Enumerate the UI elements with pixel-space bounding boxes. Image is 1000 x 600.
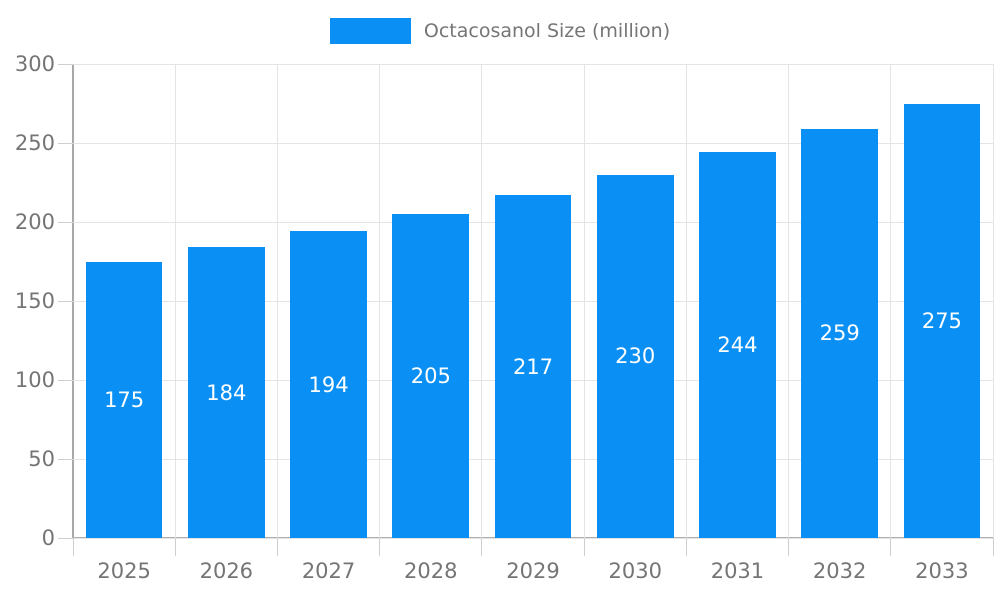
x-axis-tick	[276, 538, 278, 556]
x-axis-tick-label: 2025	[97, 559, 151, 583]
y-axis-tick	[58, 458, 73, 460]
y-axis-tick	[58, 221, 73, 223]
bar-2029	[494, 195, 572, 538]
legend-label: Octacosanol Size (million)	[423, 20, 671, 42]
y-axis-tick-label: 250	[14, 131, 55, 155]
gridline-vertical	[890, 64, 892, 538]
bar-2031	[699, 152, 776, 538]
x-axis-tick	[992, 538, 994, 556]
gridline-vertical	[788, 64, 790, 538]
y-axis-tick-label: 300	[14, 52, 55, 76]
bar-2033	[903, 103, 981, 538]
gridline-horizontal	[73, 63, 993, 65]
x-axis-tick-label: 2029	[506, 559, 560, 583]
bar-value-label: 205	[410, 364, 451, 389]
gridline-vertical	[992, 64, 994, 538]
x-axis-tick	[788, 538, 790, 556]
bar-value-label: 217	[512, 354, 554, 379]
x-axis-tick-label: 2033	[915, 559, 969, 583]
x-axis-tick-label: 2027	[301, 559, 356, 583]
gridline-horizontal	[73, 142, 993, 144]
gridline-vertical	[481, 64, 483, 538]
x-axis-tick	[890, 538, 892, 556]
x-axis-tick-label: 2032	[812, 559, 867, 583]
bar-2032	[801, 128, 878, 538]
bar-value-label: 175	[104, 387, 145, 412]
bar-value-label: 184	[206, 380, 247, 405]
gridline-vertical	[583, 64, 585, 538]
bar-2030	[596, 174, 674, 538]
x-axis-tick	[583, 538, 585, 556]
gridline-vertical	[174, 64, 176, 538]
bar-value-label: 194	[308, 372, 349, 397]
bar-2028	[392, 214, 470, 538]
x-axis-tick	[379, 538, 381, 556]
y-axis-tick-label: 50	[28, 447, 55, 471]
y-axis-tick-label: 0	[41, 526, 55, 550]
bar-value-label: 259	[819, 321, 860, 346]
gridline-horizontal	[73, 537, 993, 539]
y-axis-tick	[58, 142, 73, 144]
x-axis-tick	[481, 538, 483, 556]
bar-2027	[290, 231, 367, 538]
y-axis-tick-label: 150	[14, 289, 55, 313]
y-axis-tick	[58, 63, 73, 65]
x-axis-tick	[685, 538, 687, 556]
x-axis-tick	[174, 538, 176, 556]
bar-2025	[85, 261, 163, 538]
gridline-vertical	[379, 64, 381, 538]
y-axis-tick-label: 100	[14, 368, 55, 392]
x-axis-tick-label: 2030	[608, 559, 662, 583]
legend-swatch[interactable]	[329, 18, 411, 44]
legend[interactable]: Octacosanol Size (million)	[0, 18, 1000, 44]
bar-value-label: 230	[615, 344, 656, 369]
y-axis-tick	[58, 300, 73, 302]
gridline-vertical	[276, 64, 278, 538]
y-axis-tick	[58, 379, 73, 381]
x-axis-tick-label: 2026	[199, 559, 254, 583]
bar-value-label: 244	[717, 333, 758, 358]
x-axis-tick-label: 2028	[404, 559, 458, 583]
y-axis-tick	[58, 537, 73, 539]
gridline-vertical	[685, 64, 687, 538]
y-axis-tick-label: 200	[14, 210, 55, 234]
x-axis-tick-label: 2031	[710, 559, 765, 583]
x-axis-tick	[72, 538, 74, 556]
plot-area: 0 50 100 150 200 250 300 175 2025 184 2026 194 2027 2…	[15, 52, 994, 583]
bar-value-label: 275	[921, 308, 962, 333]
bar-2026	[188, 247, 265, 538]
